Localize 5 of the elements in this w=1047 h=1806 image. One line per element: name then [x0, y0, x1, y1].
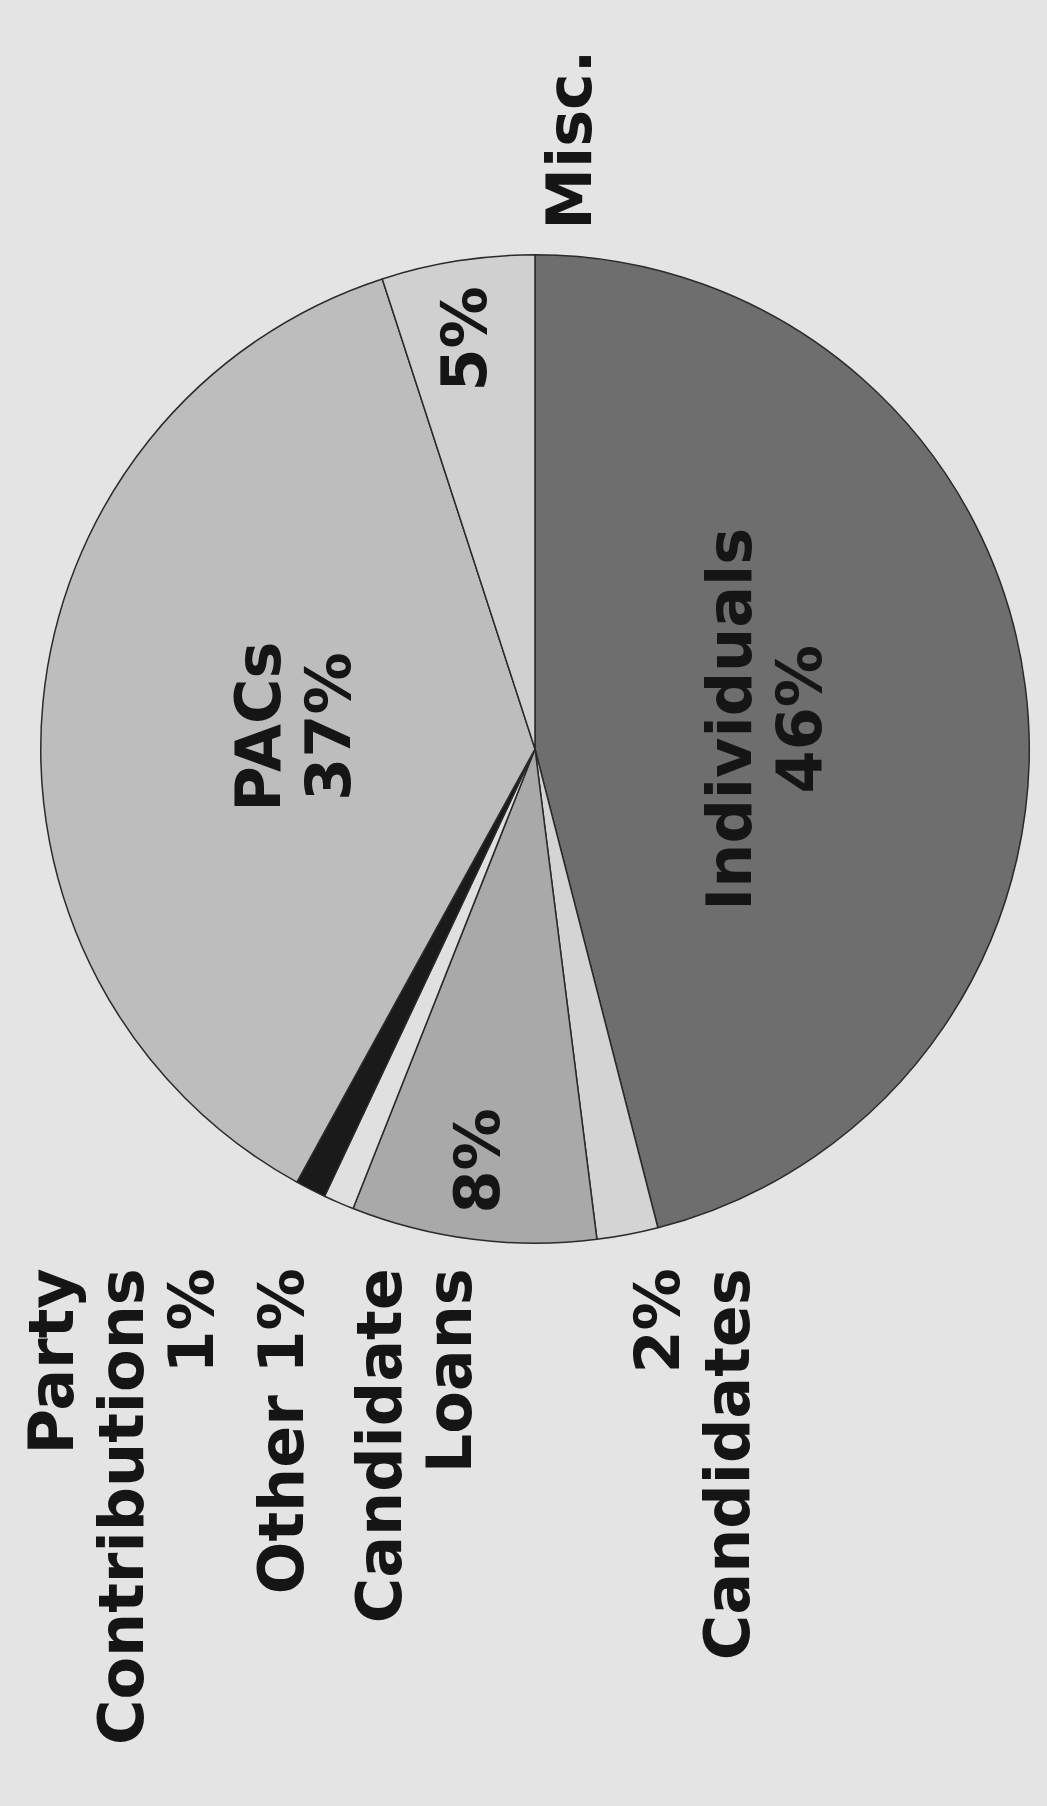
data-label: 5%: [428, 286, 502, 392]
slice-label: Candidate Loans: [342, 1268, 486, 1624]
slice-label: Misc.: [533, 49, 607, 230]
slice-label: Other 1%: [245, 1268, 319, 1595]
data-label: 8%: [441, 1108, 515, 1214]
